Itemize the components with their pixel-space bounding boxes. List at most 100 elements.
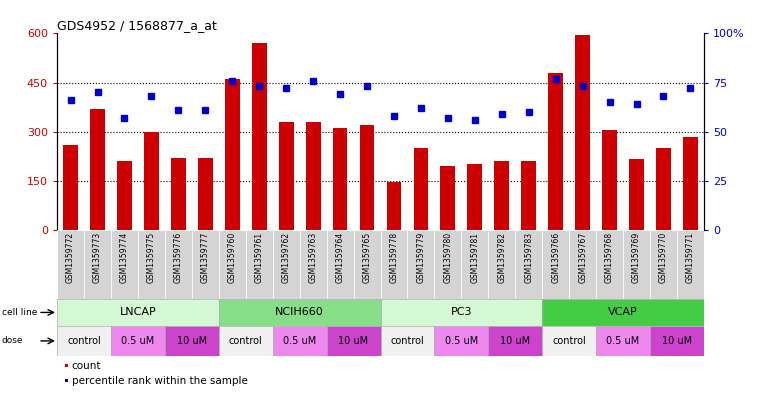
Text: GSM1359781: GSM1359781 — [470, 232, 479, 283]
Text: GSM1359768: GSM1359768 — [605, 232, 614, 283]
Text: control: control — [229, 336, 263, 346]
Text: GSM1359778: GSM1359778 — [390, 232, 399, 283]
Text: GSM1359777: GSM1359777 — [201, 232, 210, 283]
Text: count: count — [72, 361, 101, 371]
Bar — [219, 299, 380, 326]
Text: GSM1359773: GSM1359773 — [93, 232, 102, 283]
Text: 10 uM: 10 uM — [339, 336, 368, 346]
Text: dose: dose — [2, 336, 23, 345]
Bar — [360, 125, 374, 230]
Bar — [333, 129, 348, 230]
Bar — [84, 230, 111, 299]
Bar — [596, 326, 650, 356]
Bar — [623, 230, 650, 299]
Bar — [117, 161, 132, 230]
Bar — [279, 122, 294, 230]
Text: 0.5 uM: 0.5 uM — [121, 336, 154, 346]
Bar — [171, 158, 186, 230]
Text: GSM1359766: GSM1359766 — [551, 232, 560, 283]
Text: PC3: PC3 — [451, 307, 472, 318]
Bar — [629, 160, 644, 230]
Bar — [515, 230, 543, 299]
Text: GSM1359770: GSM1359770 — [659, 232, 668, 283]
Bar — [63, 145, 78, 230]
Bar — [413, 148, 428, 230]
Bar — [306, 122, 320, 230]
Bar — [111, 326, 165, 356]
Text: GSM1359762: GSM1359762 — [282, 232, 291, 283]
Bar — [219, 326, 272, 356]
Text: LNCAP: LNCAP — [119, 307, 156, 318]
Text: GSM1359776: GSM1359776 — [174, 232, 183, 283]
Bar — [219, 230, 246, 299]
Text: GSM1359780: GSM1359780 — [444, 232, 452, 283]
Bar — [272, 230, 300, 299]
Bar — [650, 326, 704, 356]
Bar — [677, 230, 704, 299]
Bar — [543, 326, 596, 356]
Text: GSM1359760: GSM1359760 — [228, 232, 237, 283]
Bar — [252, 43, 266, 230]
Bar — [354, 230, 380, 299]
Text: GSM1359769: GSM1359769 — [632, 232, 641, 283]
Text: GSM1359774: GSM1359774 — [120, 232, 129, 283]
Text: GSM1359767: GSM1359767 — [578, 232, 587, 283]
Text: cell line: cell line — [2, 308, 37, 317]
Text: GSM1359772: GSM1359772 — [66, 232, 75, 283]
Bar — [144, 132, 159, 230]
Bar — [656, 148, 671, 230]
Text: GSM1359764: GSM1359764 — [336, 232, 345, 283]
Bar — [198, 158, 213, 230]
Bar — [596, 230, 623, 299]
Bar — [435, 326, 489, 356]
Text: control: control — [390, 336, 425, 346]
Bar — [543, 230, 569, 299]
Text: 10 uM: 10 uM — [177, 336, 207, 346]
Bar — [407, 230, 435, 299]
Bar — [380, 230, 407, 299]
Text: GSM1359782: GSM1359782 — [497, 232, 506, 283]
Bar — [90, 109, 105, 230]
Bar — [543, 299, 704, 326]
Bar — [435, 230, 461, 299]
Bar — [300, 230, 326, 299]
Text: 0.5 uM: 0.5 uM — [607, 336, 640, 346]
Bar — [165, 326, 219, 356]
Bar — [489, 326, 542, 356]
Text: control: control — [552, 336, 586, 346]
Bar — [57, 326, 111, 356]
Text: NCIH660: NCIH660 — [275, 307, 324, 318]
Text: GSM1359783: GSM1359783 — [524, 232, 533, 283]
Bar — [387, 182, 401, 230]
Bar — [326, 230, 354, 299]
Text: GSM1359765: GSM1359765 — [362, 232, 371, 283]
Bar — [602, 130, 617, 230]
Bar — [569, 230, 596, 299]
Bar — [57, 230, 84, 299]
Text: VCAP: VCAP — [608, 307, 638, 318]
Bar — [246, 230, 272, 299]
Bar — [575, 35, 590, 230]
Text: 0.5 uM: 0.5 uM — [283, 336, 317, 346]
Bar — [548, 73, 563, 230]
Text: 10 uM: 10 uM — [500, 336, 530, 346]
Bar — [272, 326, 326, 356]
Bar — [57, 299, 219, 326]
Bar — [165, 230, 192, 299]
Bar — [224, 79, 240, 230]
Text: GSM1359779: GSM1359779 — [416, 232, 425, 283]
Bar — [495, 161, 509, 230]
Bar — [521, 161, 537, 230]
Bar — [467, 164, 482, 230]
Bar — [192, 230, 219, 299]
Text: 10 uM: 10 uM — [662, 336, 692, 346]
Text: GSM1359761: GSM1359761 — [255, 232, 264, 283]
Bar — [461, 230, 489, 299]
Bar — [441, 166, 455, 230]
Text: GSM1359763: GSM1359763 — [309, 232, 317, 283]
Bar — [111, 230, 138, 299]
Text: 0.5 uM: 0.5 uM — [444, 336, 478, 346]
Text: control: control — [67, 336, 101, 346]
Bar — [650, 230, 677, 299]
Text: GSM1359775: GSM1359775 — [147, 232, 156, 283]
